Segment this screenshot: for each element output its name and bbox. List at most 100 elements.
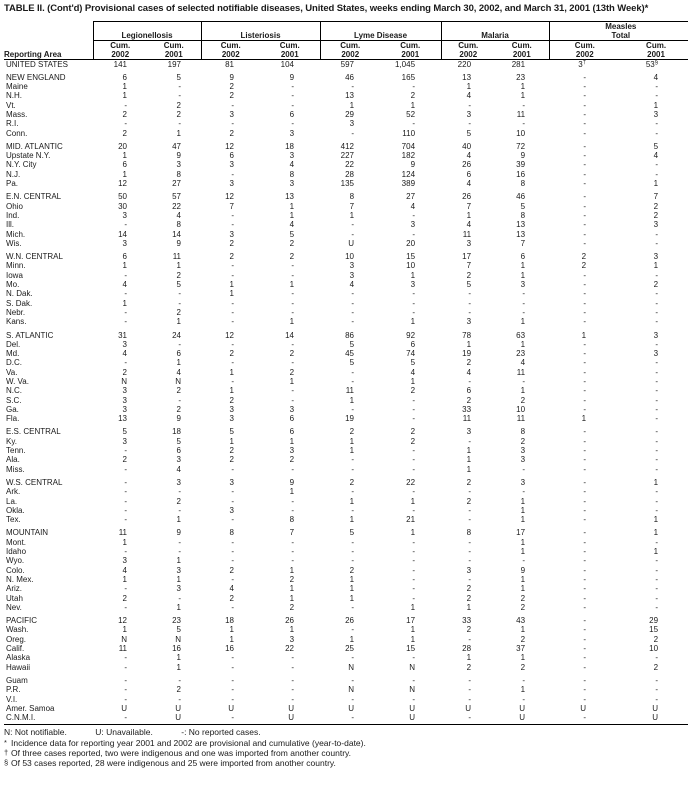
value-cell: - bbox=[655, 436, 659, 446]
value-cell: 1 bbox=[520, 685, 526, 695]
value-cell: - bbox=[655, 160, 659, 170]
value-cell: - bbox=[583, 477, 587, 487]
value-cell: 23 bbox=[172, 616, 181, 626]
value-cell: 1 bbox=[229, 280, 234, 290]
reporting-area-cell: Mass. bbox=[6, 109, 28, 119]
value-cell: - bbox=[124, 675, 127, 685]
value-cell: 16 bbox=[516, 169, 526, 179]
value-cell: - bbox=[655, 386, 659, 396]
reporting-area-cell: Tenn. bbox=[6, 446, 26, 456]
value-cell: 1 bbox=[653, 515, 659, 525]
reporting-area-cell: Idaho bbox=[6, 547, 27, 557]
table-header: Reporting Area Legionellosis Listeriosis… bbox=[4, 20, 688, 60]
value-cell: 8 bbox=[229, 528, 234, 538]
reporting-area-cell: Wash. bbox=[6, 625, 29, 635]
value-cell: 1 bbox=[289, 565, 295, 575]
value-cell: 31 bbox=[118, 330, 127, 340]
value-cell: 1 bbox=[410, 625, 416, 635]
value-cell: 4 bbox=[176, 464, 181, 474]
table-row: Ohio 30 22 7 1 7 4 7 5 - 2 bbox=[4, 202, 688, 211]
table-row: Kans. - 1 - 1 - 1 3 1 - - bbox=[4, 317, 688, 326]
value-cell: 27 bbox=[406, 192, 416, 202]
value-cell: 8 bbox=[289, 515, 295, 525]
value-cell: 141 bbox=[113, 59, 127, 69]
value-cell: 2 bbox=[466, 584, 472, 594]
value-cell: 3 bbox=[520, 455, 526, 465]
value-cell: N bbox=[175, 634, 181, 644]
value-cell: - bbox=[468, 634, 472, 644]
reporting-area-cell: N.H. bbox=[6, 91, 22, 101]
value-cell: - bbox=[468, 505, 472, 515]
value-cell: - bbox=[291, 339, 295, 349]
value-cell: U bbox=[580, 703, 587, 713]
value-cell: - bbox=[583, 634, 587, 644]
value-cell: - bbox=[178, 537, 181, 547]
value-cell: 1 bbox=[520, 574, 526, 584]
value-cell: 2 bbox=[466, 358, 472, 368]
value-cell: - bbox=[468, 436, 472, 446]
value-cell: - bbox=[583, 307, 587, 317]
value-cell: - bbox=[124, 515, 127, 525]
value-cell: 2 bbox=[520, 436, 526, 446]
reporting-area-cell: La. bbox=[6, 496, 18, 506]
legend-no-reported-cases: -: No reported cases. bbox=[181, 727, 261, 738]
value-cell: 28 bbox=[345, 169, 355, 179]
value-cell: 6 bbox=[176, 349, 181, 359]
value-cell: - bbox=[583, 675, 587, 685]
value-cell: - bbox=[655, 574, 659, 584]
value-cell: - bbox=[583, 109, 587, 119]
value-cell: 23 bbox=[516, 349, 526, 359]
value-cell: - bbox=[583, 653, 587, 663]
value-cell: - bbox=[351, 289, 355, 299]
value-cell: 2 bbox=[176, 496, 181, 506]
value-cell: 43 bbox=[516, 616, 526, 626]
value-cell: U bbox=[519, 703, 526, 713]
value-cell: 22 bbox=[406, 477, 416, 487]
table-row: Md. 4 6 2 2 45 74 19 23 - 3 bbox=[4, 349, 688, 358]
value-cell: U bbox=[380, 713, 442, 726]
value-cell: 6 bbox=[176, 446, 181, 456]
value-cell: - bbox=[351, 377, 355, 386]
table-row: Miss. - 4 - - - - 1 - - - bbox=[4, 465, 688, 474]
value-cell: - bbox=[522, 307, 526, 317]
value-cell: - bbox=[655, 653, 659, 663]
value-cell: 9 bbox=[176, 151, 181, 161]
value-cell: 5 bbox=[289, 229, 295, 239]
value-cell: - bbox=[351, 455, 355, 465]
value-cell: 3 bbox=[466, 238, 472, 248]
value-cell: U bbox=[228, 703, 234, 713]
column-group-lyme-disease: Lyme Disease bbox=[319, 20, 442, 41]
value-cell: 1 bbox=[520, 505, 526, 515]
value-cell: 4 bbox=[520, 358, 526, 368]
value-cell: - bbox=[291, 289, 295, 299]
value-cell: 1 bbox=[349, 593, 355, 603]
value-cell: - bbox=[655, 317, 659, 327]
reporting-area-cell: Del. bbox=[6, 339, 21, 349]
value-cell: - bbox=[583, 317, 587, 327]
value-cell: - bbox=[583, 515, 587, 525]
value-cell: 9 bbox=[229, 72, 234, 82]
value-cell: - bbox=[291, 496, 295, 506]
table-row: Calif. 11 16 16 22 25 15 28 37 - 10 bbox=[4, 644, 688, 653]
value-cell: 18 bbox=[172, 427, 181, 437]
value-cell: 2 bbox=[229, 446, 234, 456]
value-cell: - bbox=[522, 487, 526, 497]
value-cell: - bbox=[231, 694, 234, 704]
value-cell: 8 bbox=[466, 528, 472, 538]
value-cell: 7 bbox=[349, 201, 355, 211]
value-cell: - bbox=[178, 91, 181, 101]
table-row: Conn. 2 1 2 3 - 110 5 10 - - bbox=[4, 129, 688, 138]
value-cell: 3 bbox=[466, 109, 472, 119]
value-cell: 2 bbox=[176, 270, 181, 280]
reporting-area-cell: Fla. bbox=[6, 414, 20, 424]
value-cell: 12 bbox=[225, 330, 234, 340]
footnote-section: § Of 53 cases reported, 28 were indigenou… bbox=[4, 758, 336, 769]
value-cell: 3 bbox=[349, 119, 355, 129]
value-cell: 2 bbox=[410, 427, 416, 437]
value-cell: 5 bbox=[176, 436, 181, 446]
value-cell: 1 bbox=[520, 386, 526, 396]
value-cell: 2 bbox=[653, 201, 659, 211]
value-cell: 6 bbox=[289, 109, 295, 119]
reporting-area-cell: P.R. bbox=[6, 685, 21, 695]
reporting-area-cell: Nebr. bbox=[6, 307, 26, 317]
